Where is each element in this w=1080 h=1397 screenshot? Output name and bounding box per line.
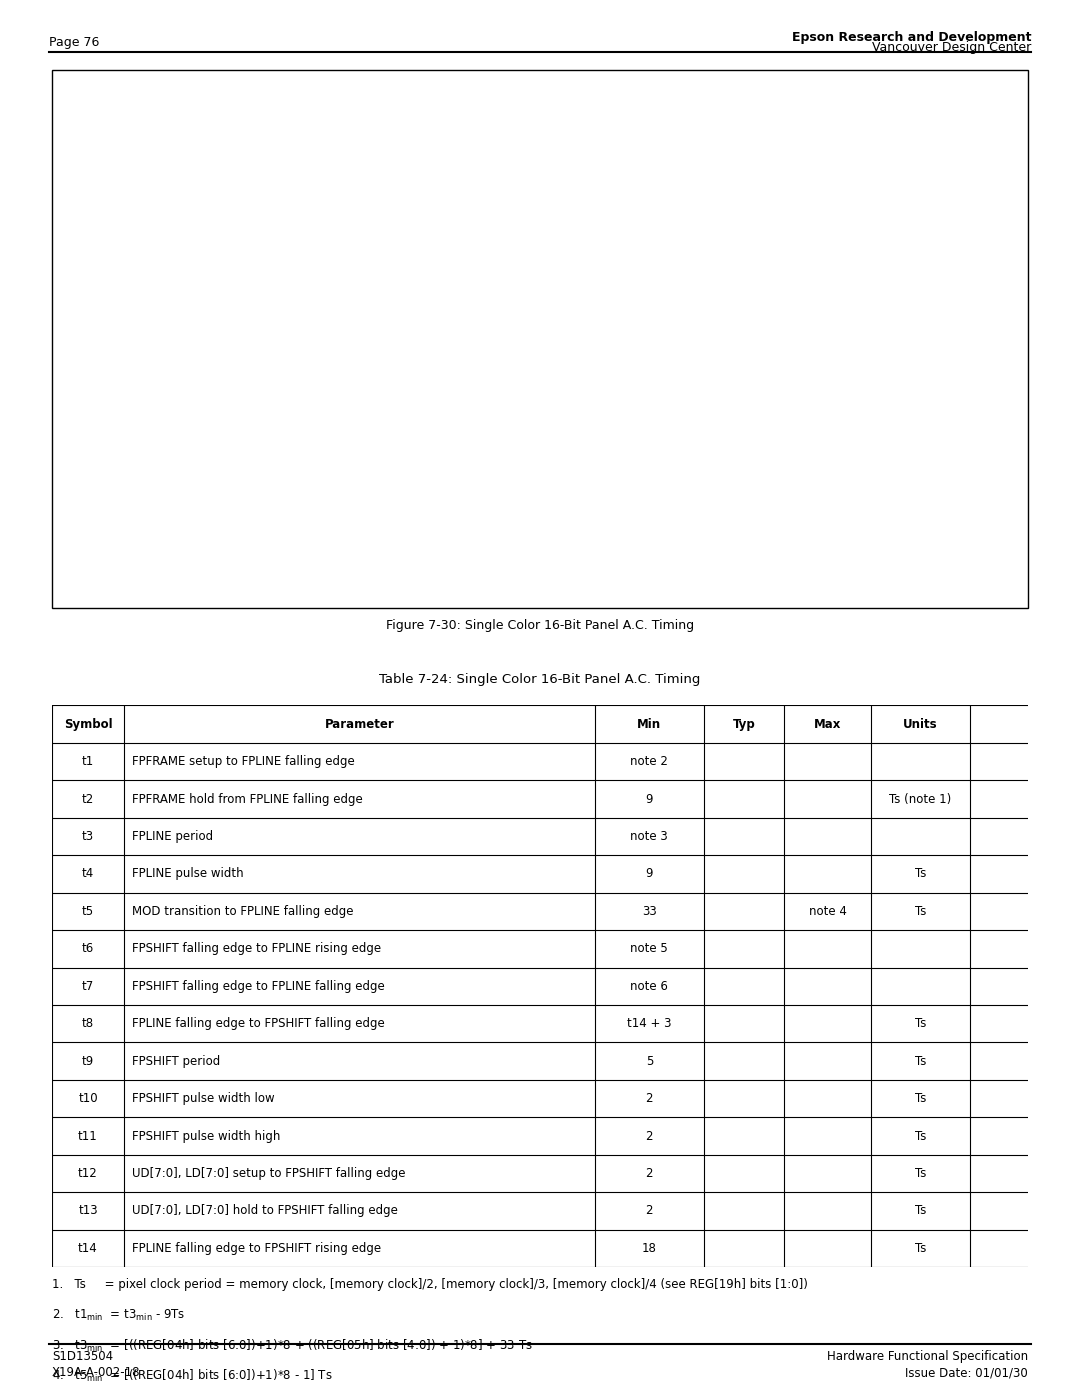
- Text: 3.   t3$_{\mathregular{min}}$  = [((REG[04h] bits [6:0])+1)*8 + ((REG[05h] bits : 3. t3$_{\mathregular{min}}$ = [((REG[04h…: [52, 1338, 532, 1355]
- Text: FPLINE falling edge to FPSHIFT rising edge: FPLINE falling edge to FPSHIFT rising ed…: [132, 1242, 381, 1255]
- Text: 4.   t5$_{\mathregular{min}}$  = [((REG[04h] bits [6:0])+1)*8 - 1] Ts: 4. t5$_{\mathregular{min}}$ = [((REG[04h…: [52, 1369, 333, 1384]
- Text: UD[7:0], LD[7:0] hold to FPSHIFT falling edge: UD[7:0], LD[7:0] hold to FPSHIFT falling…: [132, 1204, 397, 1217]
- Text: 1: 1: [696, 553, 703, 564]
- Text: Symbol: Symbol: [64, 718, 112, 731]
- Text: t14: t14: [658, 337, 674, 348]
- Text: FPSHIFT: FPSHIFT: [228, 475, 270, 485]
- Text: t8: t8: [679, 327, 690, 337]
- Text: 18: 18: [642, 1242, 657, 1255]
- Text: 2: 2: [646, 1166, 653, 1180]
- Text: t11: t11: [764, 337, 780, 348]
- Text: 1.   Ts     = pixel clock period = memory clock, [memory clock]/2, [memory clock: 1. Ts = pixel clock period = memory cloc…: [52, 1278, 808, 1291]
- Text: t7: t7: [458, 337, 468, 348]
- Text: Ts: Ts: [915, 1204, 926, 1217]
- Text: UD[7:0]: UD[7:0]: [229, 528, 270, 538]
- Text: Ts: Ts: [915, 1092, 926, 1105]
- Text: t3: t3: [767, 186, 777, 196]
- Text: 2: 2: [646, 1130, 653, 1143]
- Text: Figure 7-30: Single Color 16-Bit Panel A.C. Timing: Figure 7-30: Single Color 16-Bit Panel A…: [386, 619, 694, 631]
- Text: t4: t4: [82, 868, 94, 880]
- Text: t2: t2: [718, 106, 729, 116]
- Text: X19A-A-002-18: X19A-A-002-18: [52, 1366, 140, 1379]
- Text: Min: Min: [637, 718, 661, 731]
- Text: note 4: note 4: [809, 905, 847, 918]
- Text: t10: t10: [812, 337, 828, 348]
- Text: Ts: Ts: [915, 868, 926, 880]
- Text: t6: t6: [386, 327, 395, 337]
- Text: t12: t12: [648, 499, 664, 509]
- Text: t4: t4: [689, 186, 700, 196]
- Text: 9: 9: [646, 792, 653, 806]
- Text: FPLINE: FPLINE: [234, 381, 270, 391]
- Text: note 5: note 5: [631, 943, 669, 956]
- Text: UD[7:0], LD[7:0] setup to FPSHIFT falling edge: UD[7:0], LD[7:0] setup to FPSHIFT fallin…: [132, 1166, 405, 1180]
- Text: 2: 2: [797, 553, 805, 564]
- Text: 33: 33: [642, 905, 657, 918]
- Text: Ts: Ts: [915, 1055, 926, 1067]
- Text: Ts: Ts: [915, 1017, 926, 1030]
- Text: t3: t3: [82, 830, 94, 842]
- Text: 2: 2: [646, 1204, 653, 1217]
- Text: FPFRAME: FPFRAME: [222, 151, 270, 161]
- Text: Typ: Typ: [732, 718, 755, 731]
- Text: t13: t13: [78, 1204, 98, 1217]
- Text: t10: t10: [78, 1092, 98, 1105]
- Text: 2.   t1$_{\mathregular{min}}$  = t3$_{\mathregular{min}}$ - 9Ts: 2. t1$_{\mathregular{min}}$ = t3$_{\math…: [52, 1308, 186, 1323]
- Text: t9: t9: [82, 1055, 94, 1067]
- Text: t14: t14: [78, 1242, 98, 1255]
- Text: t13: t13: [687, 499, 703, 509]
- Text: FPLINE period: FPLINE period: [132, 830, 213, 842]
- Text: Data Timing: Data Timing: [77, 349, 162, 362]
- Text: 5: 5: [646, 1055, 653, 1067]
- Text: note 6: note 6: [631, 979, 669, 993]
- Text: 2: 2: [646, 1092, 653, 1105]
- Text: Issue Date: 01/01/30: Issue Date: 01/01/30: [905, 1366, 1028, 1379]
- Text: MOD: MOD: [244, 298, 270, 307]
- Text: FPLINE: FPLINE: [234, 224, 270, 233]
- Text: t5: t5: [82, 905, 94, 918]
- Text: t14 + 3: t14 + 3: [627, 1017, 672, 1030]
- Text: FPLINE pulse width: FPLINE pulse width: [132, 868, 243, 880]
- Text: Page 76: Page 76: [49, 36, 99, 49]
- Text: Ts: Ts: [915, 1166, 926, 1180]
- Text: FPSHIFT period: FPSHIFT period: [132, 1055, 220, 1067]
- Text: FPSHIFT falling edge to FPLINE rising edge: FPSHIFT falling edge to FPLINE rising ed…: [132, 943, 381, 956]
- Text: Ts: Ts: [915, 1242, 926, 1255]
- Text: t1: t1: [82, 756, 94, 768]
- Text: Epson Research and Development: Epson Research and Development: [792, 31, 1031, 43]
- Text: FPLINE falling edge to FPSHIFT falling edge: FPLINE falling edge to FPSHIFT falling e…: [132, 1017, 384, 1030]
- Text: note 3: note 3: [631, 830, 669, 842]
- Text: 9: 9: [646, 868, 653, 880]
- Text: FPFRAME setup to FPLINE falling edge: FPFRAME setup to FPLINE falling edge: [132, 756, 354, 768]
- Text: t9: t9: [796, 327, 806, 337]
- Text: t11: t11: [78, 1130, 98, 1143]
- Text: FPSHIFT pulse width low: FPSHIFT pulse width low: [132, 1092, 274, 1105]
- Text: Ts: Ts: [915, 905, 926, 918]
- Text: Ts: Ts: [915, 1130, 926, 1143]
- Text: Ts (note 1): Ts (note 1): [889, 792, 951, 806]
- Text: t5: t5: [583, 247, 593, 257]
- Text: t12: t12: [78, 1166, 98, 1180]
- Text: t7: t7: [82, 979, 94, 993]
- Text: Hardware Functional Specification: Hardware Functional Specification: [827, 1350, 1028, 1362]
- Text: t2: t2: [82, 792, 94, 806]
- Text: MOD transition to FPLINE falling edge: MOD transition to FPLINE falling edge: [132, 905, 353, 918]
- Text: note 2: note 2: [631, 756, 669, 768]
- Text: S1D13504: S1D13504: [52, 1350, 113, 1362]
- Text: Max: Max: [814, 718, 841, 731]
- Text: LD[7:0]: LD[7:0]: [231, 580, 270, 590]
- Text: t8: t8: [82, 1017, 94, 1030]
- Text: FPFRAME hold from FPLINE falling edge: FPFRAME hold from FPLINE falling edge: [132, 792, 363, 806]
- Text: Units: Units: [903, 718, 937, 731]
- Text: Table 7-24: Single Color 16-Bit Panel A.C. Timing: Table 7-24: Single Color 16-Bit Panel A.…: [379, 673, 701, 686]
- Text: FPSHIFT pulse width high: FPSHIFT pulse width high: [132, 1130, 281, 1143]
- Text: Parameter: Parameter: [324, 718, 394, 731]
- Text: t1: t1: [617, 106, 627, 116]
- Text: FPSHIFT falling edge to FPLINE falling edge: FPSHIFT falling edge to FPLINE falling e…: [132, 979, 384, 993]
- Text: Sync Timing: Sync Timing: [77, 82, 162, 95]
- Text: t6: t6: [82, 943, 94, 956]
- Text: Vancouver Design Center: Vancouver Design Center: [873, 41, 1031, 53]
